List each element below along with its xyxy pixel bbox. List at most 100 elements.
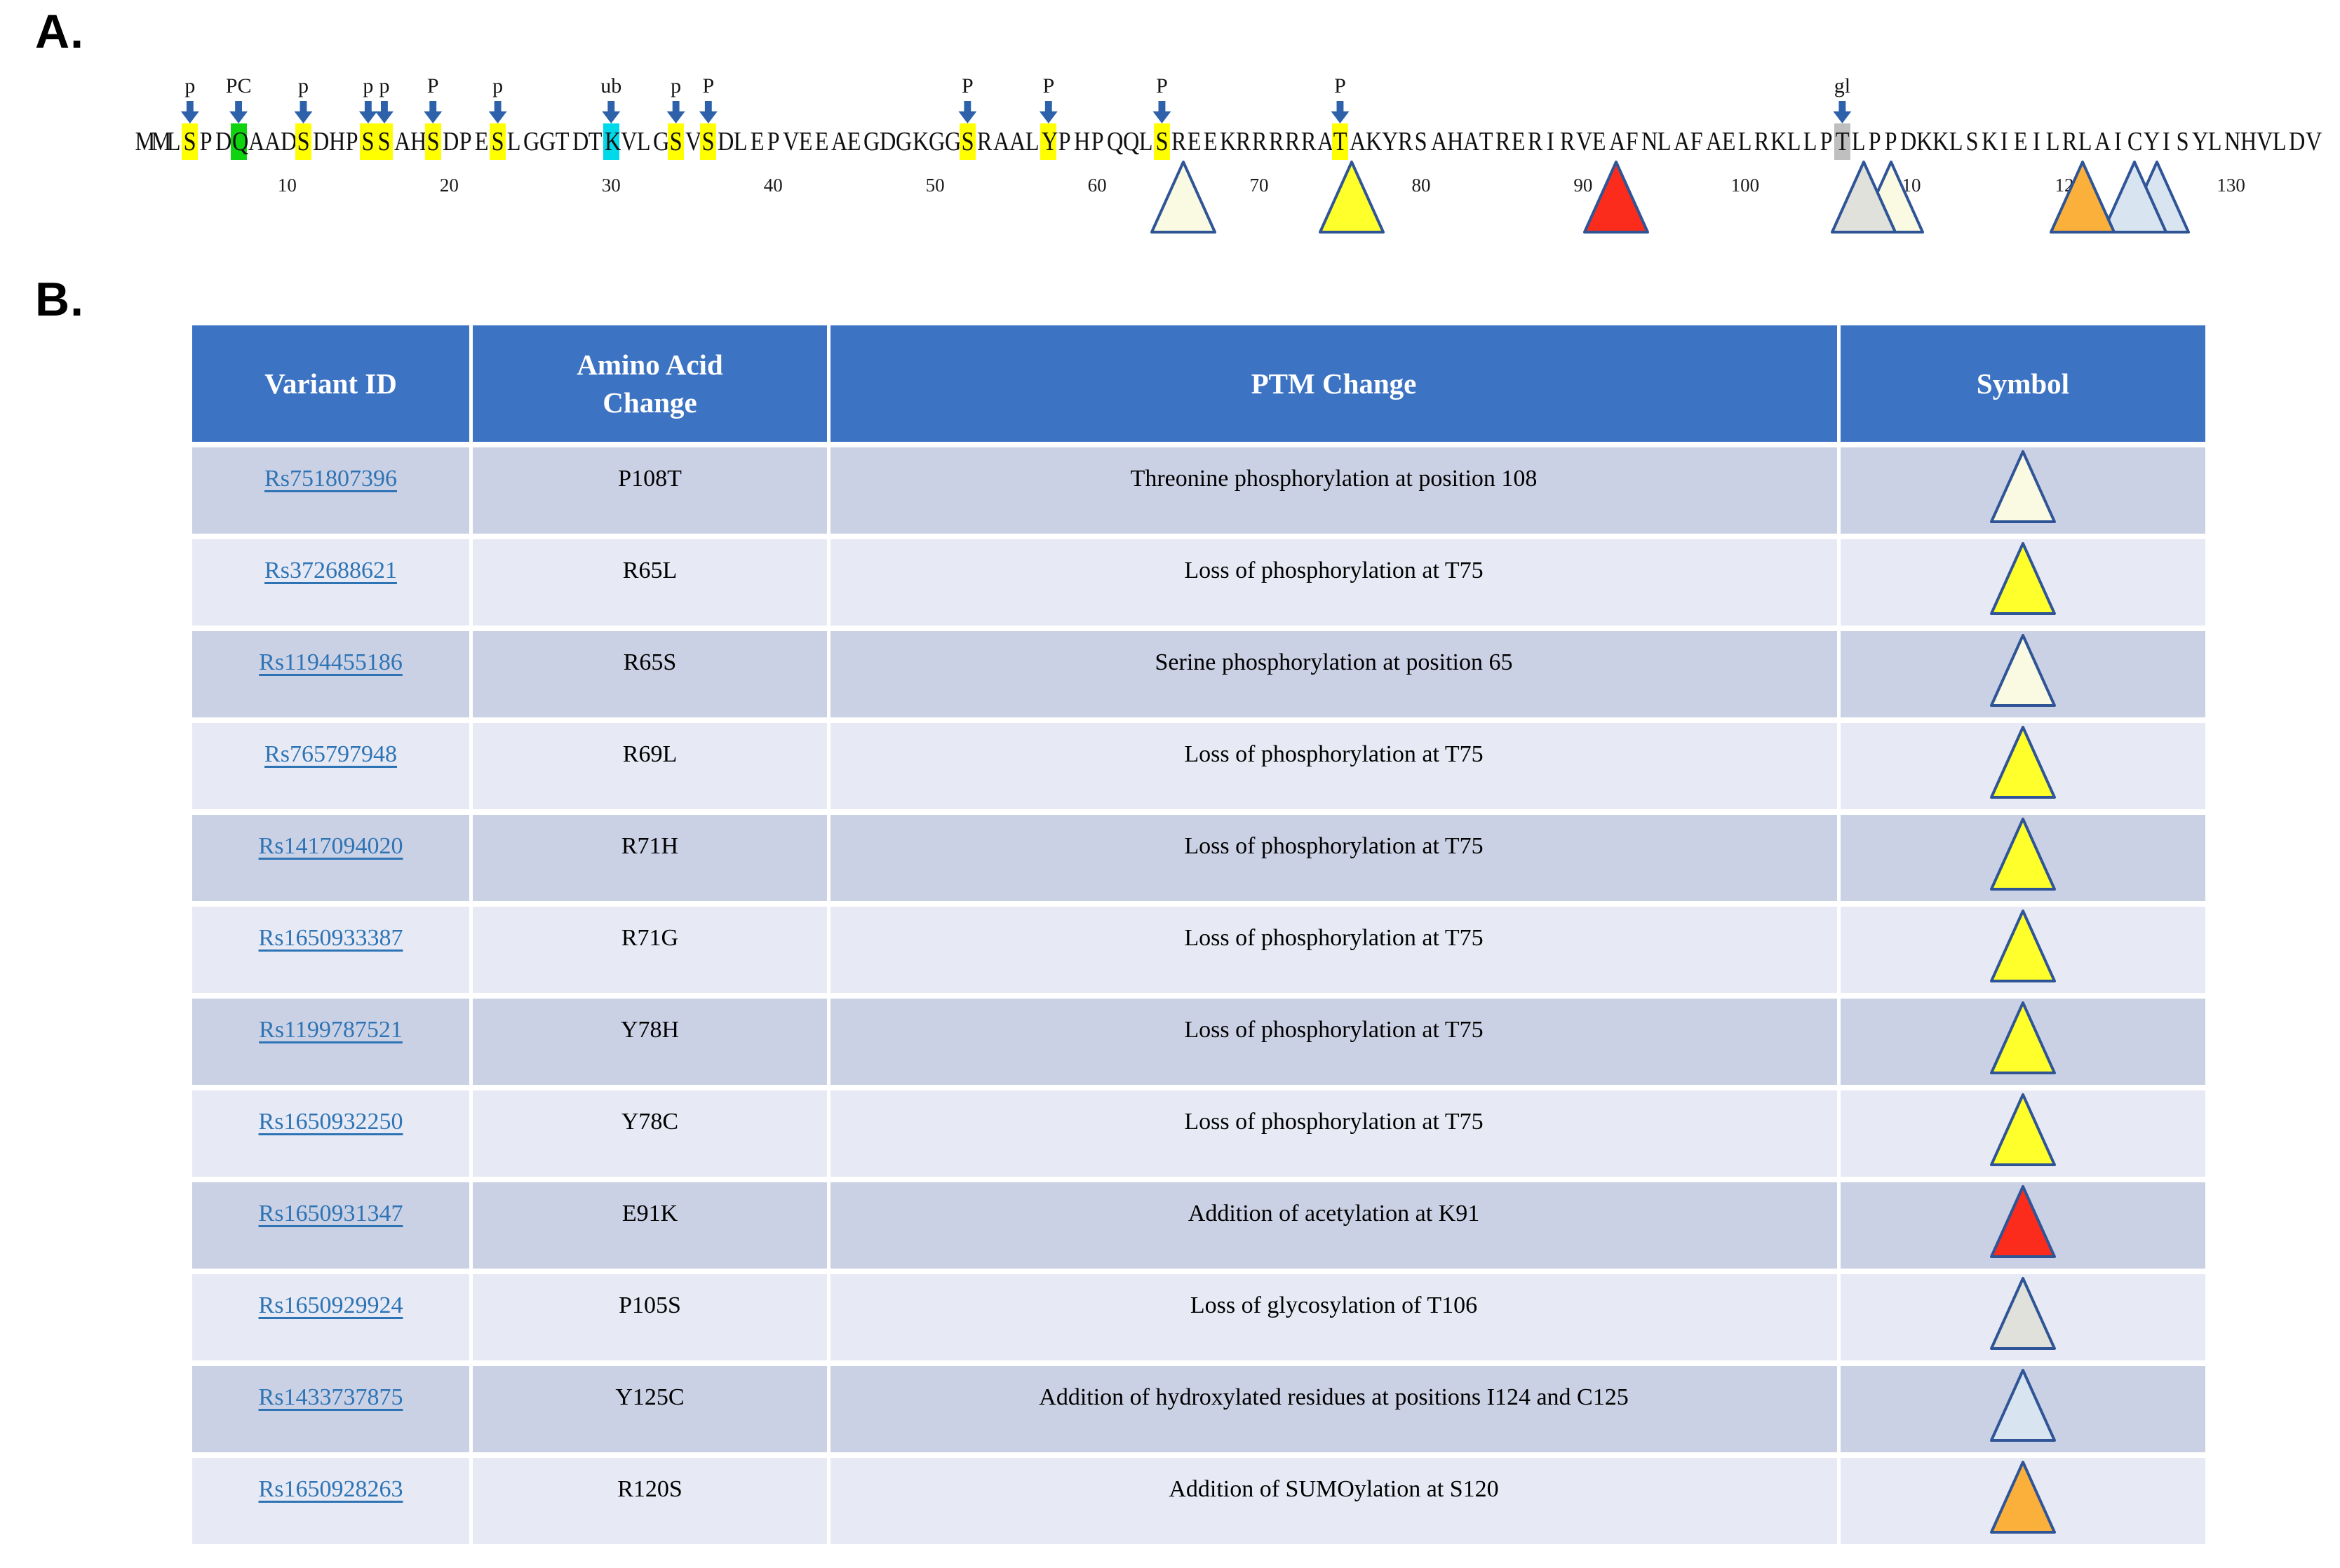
variant-link[interactable]: Rs1194455186 bbox=[259, 649, 403, 675]
residue-letter: D bbox=[880, 127, 896, 156]
residue: N 130 bbox=[2217, 123, 2245, 196]
residue-letter: E bbox=[814, 127, 829, 156]
residue-letter: G bbox=[539, 127, 556, 156]
residue: Q bbox=[1122, 123, 1139, 160]
col-header-label: Symbol bbox=[1976, 367, 2070, 400]
residue: K bbox=[1364, 123, 1382, 160]
residue: P 60 bbox=[1088, 123, 1107, 196]
residue: E bbox=[749, 123, 765, 160]
residue-letter: K bbox=[1770, 127, 1787, 156]
col-header-amino-acid-change: Amino Acid Change bbox=[473, 325, 827, 442]
variant-id-cell: Rs1650933387 bbox=[192, 907, 469, 993]
residue: V bbox=[2255, 123, 2273, 160]
residue-letter: L bbox=[1738, 127, 1752, 156]
residue: A bbox=[1704, 123, 1722, 160]
ptm-annotation: p bbox=[180, 76, 199, 123]
variant-link[interactable]: Rs751807396 bbox=[264, 466, 397, 492]
residue-letter: E bbox=[1592, 127, 1606, 156]
residue: G bbox=[538, 123, 556, 160]
residue-letter: A bbox=[394, 127, 410, 156]
ptm-change-cell: Loss of phosphorylation at T75 bbox=[831, 723, 1837, 809]
ptm-label: p bbox=[363, 74, 374, 97]
residue: P bbox=[1818, 123, 1834, 160]
variant-link[interactable]: Rs372688621 bbox=[264, 557, 397, 583]
residue: L bbox=[1656, 123, 1672, 160]
symbol-cell bbox=[1841, 539, 2205, 626]
ptm-change-cell: Loss of phosphorylation at T75 bbox=[831, 815, 1837, 901]
residue: R bbox=[1397, 123, 1413, 160]
residue-letter: L bbox=[506, 127, 521, 156]
residue-letter: K bbox=[1932, 127, 1949, 156]
residue: I bbox=[2029, 123, 2045, 160]
variant-link[interactable]: Rs1650933387 bbox=[258, 925, 403, 951]
residue-letter: S bbox=[1965, 127, 1979, 156]
col-header-label: Variant ID bbox=[264, 367, 397, 400]
residue-letter: P bbox=[199, 127, 213, 156]
residue-letter: R bbox=[1300, 127, 1317, 156]
variant-link[interactable]: Rs1650932250 bbox=[258, 1109, 403, 1135]
ptm-site-triangle-icon bbox=[2049, 161, 2116, 234]
symbol-triangle-icon bbox=[1990, 450, 2056, 523]
residue-letter: R bbox=[1495, 127, 1511, 156]
variant-link[interactable]: Rs1650931347 bbox=[258, 1201, 403, 1226]
residue-letter: R bbox=[1754, 127, 1770, 156]
residue-letter: E bbox=[1187, 127, 1202, 156]
ruler-number: 80 bbox=[1411, 175, 1431, 196]
ptm-label: P bbox=[702, 74, 715, 97]
ptm-label: P bbox=[1334, 74, 1346, 97]
residue-letter: H bbox=[1446, 127, 1463, 156]
residue-letter: F bbox=[1690, 127, 1703, 156]
symbol-triangle-icon bbox=[1990, 910, 2056, 982]
ruler-number: 40 bbox=[763, 175, 783, 196]
variant-link[interactable]: Rs1650929924 bbox=[258, 1292, 403, 1318]
residue-letter: A bbox=[1317, 127, 1334, 156]
residue-letter: Y bbox=[2191, 127, 2209, 156]
variant-id-cell: Rs1194455186 bbox=[192, 631, 469, 717]
residue: V bbox=[619, 123, 637, 160]
residue: G bbox=[522, 123, 539, 160]
symbol-cell bbox=[1841, 447, 2205, 534]
ptm-label: P bbox=[1156, 74, 1168, 97]
col-header-variant-id: Variant ID bbox=[192, 325, 469, 442]
residue: R bbox=[1559, 123, 1575, 160]
variant-link[interactable]: Rs1199787521 bbox=[259, 1017, 403, 1043]
residue: R bbox=[1268, 123, 1284, 160]
ptm-change-cell: Loss of phosphorylation at T75 bbox=[831, 999, 1837, 1085]
ptm-annotation: p bbox=[294, 76, 313, 123]
residue: A bbox=[1316, 123, 1334, 160]
variant-link[interactable]: Rs1433737875 bbox=[258, 1384, 403, 1410]
residue: E bbox=[1591, 123, 1607, 160]
ptm-change-cell: Loss of phosphorylation at T75 bbox=[831, 1090, 1837, 1177]
residue-letter: Y bbox=[1382, 127, 1399, 156]
variant-link[interactable]: Rs1650928263 bbox=[258, 1476, 403, 1502]
variant-link[interactable]: Rs1417094020 bbox=[258, 833, 403, 859]
residue-letter: K bbox=[1981, 127, 1998, 156]
residue-letter: V bbox=[2305, 127, 2322, 156]
ruler-number: 60 bbox=[1087, 175, 1107, 196]
residue-letter: P bbox=[1868, 127, 1881, 156]
residue-letter: G bbox=[896, 127, 913, 156]
residue-letter: D bbox=[718, 127, 734, 156]
variant-link[interactable]: Rs765797948 bbox=[264, 741, 397, 767]
residue-letter: G bbox=[653, 127, 670, 156]
ptm-annotation: P bbox=[1152, 76, 1171, 123]
down-arrow-icon bbox=[1152, 101, 1171, 123]
residue-letter: P bbox=[345, 127, 358, 156]
symbol-cell bbox=[1841, 1274, 2205, 1360]
residue: D bbox=[878, 123, 896, 160]
residue: D bbox=[2287, 123, 2306, 160]
down-arrow-icon bbox=[488, 101, 507, 123]
panel-b-label: B. bbox=[35, 273, 84, 326]
ptm-site-triangle bbox=[1582, 160, 1650, 234]
residue: E bbox=[1721, 123, 1737, 160]
ruler-number: 90 bbox=[1573, 175, 1593, 196]
variant-id-cell: Rs1417094020 bbox=[192, 815, 469, 901]
residue: L bbox=[1948, 123, 1964, 160]
ptm-site-triangle-icon bbox=[1150, 161, 1216, 234]
residue-letter: E bbox=[2013, 127, 2028, 156]
ruler-number: 10 bbox=[277, 175, 297, 196]
